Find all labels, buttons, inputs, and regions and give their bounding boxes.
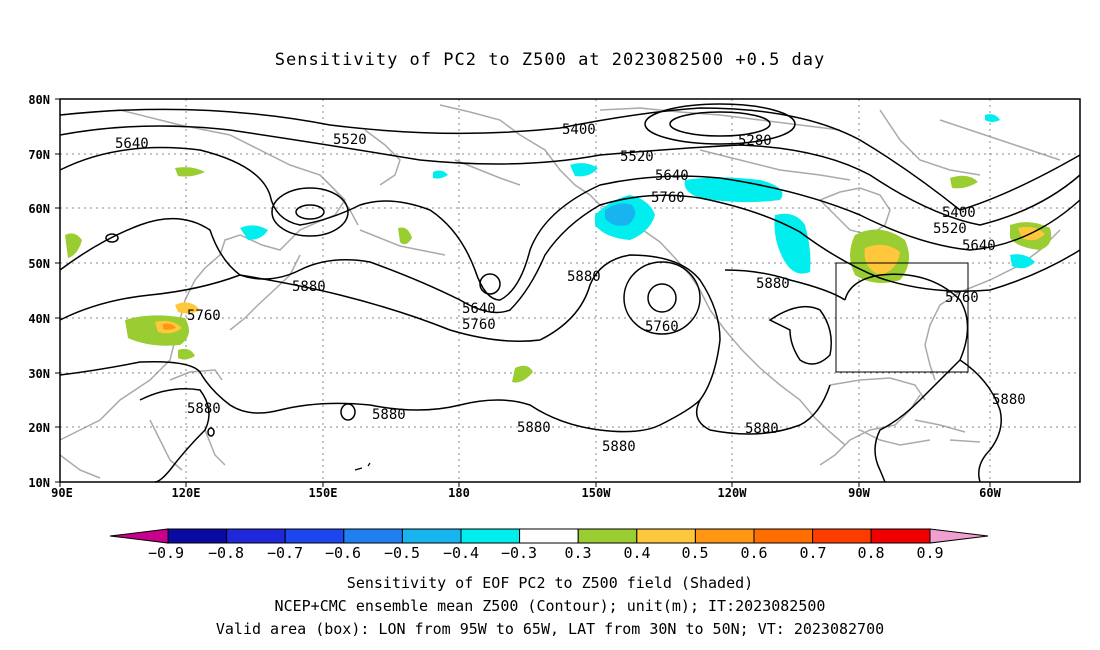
figure-title: Sensitivity of PC2 to Z500 at 2023082500… [274, 50, 826, 70]
coastlines [59, 104, 1061, 479]
z500-contours [59, 103, 1081, 483]
lat-tick: 20N [28, 421, 50, 435]
colorbar-cell [577, 528, 638, 544]
colorbar-label: 0.4 [623, 544, 650, 562]
colorbar-cell [870, 528, 931, 544]
lon-tick: 120E [172, 486, 201, 500]
contour-label: 5520 [333, 132, 367, 148]
contour-label: 5760 [187, 308, 221, 324]
contour-label: 5640 [962, 238, 996, 254]
colorbar-label: −0.6 [325, 544, 361, 562]
colorbar-label: −0.3 [501, 544, 537, 562]
colorbar-label: 0.5 [681, 544, 708, 562]
lon-axis: 90E 120E 150E 180 150W 120W 90W 60W [51, 486, 1001, 500]
contour-label: 5640 [655, 168, 689, 184]
sensitivity-shading [65, 114, 1052, 383]
contour-label: 5760 [651, 190, 685, 206]
lon-tick: 150E [309, 486, 338, 500]
colorbar-cell [401, 528, 462, 544]
lon-tick: 90W [848, 486, 870, 500]
footer-line-2: NCEP+CMC ensemble mean Z500 (Contour); u… [274, 597, 826, 615]
lat-axis: 80N 70N 60N 50N 40N 30N 20N 10N [28, 93, 50, 490]
valid-area-box [835, 262, 969, 373]
lat-tick: 60N [28, 202, 50, 216]
contour-label: 5400 [562, 122, 596, 138]
lat-tick: 70N [28, 148, 50, 162]
colorbar-label: 0.7 [799, 544, 826, 562]
contour-label: 5880 [992, 392, 1026, 408]
colorbar-cell [167, 528, 228, 544]
contour-label: 5880 [756, 276, 790, 292]
contour-label: 5760 [645, 319, 679, 335]
colorbar-cell [519, 528, 579, 544]
contour-labels: 5280 5400 5400 5520 5520 5520 5640 5640 … [115, 122, 1026, 455]
lon-tick: 150W [582, 486, 612, 500]
contour-label: 5880 [372, 407, 406, 423]
colorbar-label: −0.4 [443, 544, 479, 562]
lon-tick: 60W [979, 486, 1001, 500]
map-frame [59, 98, 1081, 483]
colorbar-label: −0.8 [208, 544, 244, 562]
colorbar-label: −0.9 [148, 544, 184, 562]
footer-line-1: Sensitivity of EOF PC2 to Z500 field (Sh… [346, 574, 754, 592]
contour-label: 5520 [933, 221, 967, 237]
lat-tick: 50N [28, 257, 50, 271]
colorbar-label: 0.9 [916, 544, 943, 562]
colorbar-label: 0.8 [857, 544, 884, 562]
contour-label: 5880 [292, 279, 326, 295]
colorbar-cell [109, 528, 169, 544]
contour-label: 5880 [517, 420, 551, 436]
lat-tick: 80N [28, 93, 50, 107]
contour-label: 5520 [620, 149, 654, 165]
contour-label: 5760 [462, 317, 496, 333]
colorbar-cell [694, 528, 755, 544]
colorbar-label: 0.6 [740, 544, 767, 562]
colorbar-cell [812, 528, 872, 544]
colorbar-label: −0.5 [384, 544, 420, 562]
colorbar-cell [636, 528, 696, 544]
contour-label: 5760 [945, 290, 979, 306]
colorbar-cell [460, 528, 521, 544]
lon-tick: 120W [718, 486, 748, 500]
contour-label: 5880 [187, 401, 221, 417]
contour-label: 5880 [745, 421, 779, 437]
colorbar [109, 528, 989, 544]
colorbar-cell [753, 528, 814, 544]
colorbar-cell [929, 528, 989, 544]
lat-tick: 40N [28, 312, 50, 326]
lat-tick: 30N [28, 367, 50, 381]
contour-label: 5880 [602, 439, 636, 455]
colorbar-label: −0.7 [267, 544, 303, 562]
colorbar-labels: −0.9 −0.8 −0.7 −0.6 −0.5 −0.4 −0.3 0.3 0… [148, 544, 944, 562]
colorbar-label: 0.3 [564, 544, 591, 562]
colorbar-cell [284, 528, 345, 544]
colorbar-cell [226, 528, 286, 544]
footer-line-3: Valid area (box): LON from 95W to 65W, L… [215, 620, 885, 638]
contour-label: 5880 [567, 269, 601, 285]
contour-label: 5400 [942, 205, 976, 221]
contour-label: 5640 [115, 136, 149, 152]
lat-tick: 10N [28, 476, 50, 490]
lon-tick: 180 [448, 486, 470, 500]
lon-tick: 90E [51, 486, 73, 500]
contour-label: 5640 [462, 301, 496, 317]
contour-label: 5280 [738, 133, 772, 149]
colorbar-cell [343, 528, 403, 544]
